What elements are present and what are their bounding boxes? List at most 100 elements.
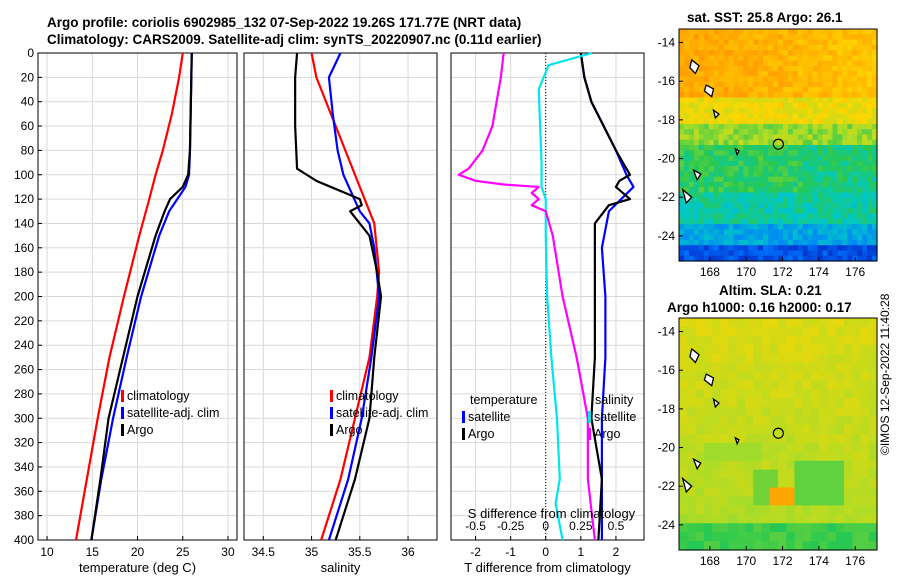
sla_map-cell — [695, 389, 705, 399]
sla_map-cell — [769, 353, 779, 364]
sla_map-cell — [852, 318, 862, 328]
sst_map-cell — [867, 29, 873, 35]
sst_map-cell — [872, 245, 878, 252]
sst_map-cell — [792, 55, 799, 62]
sst_map-cell — [778, 81, 784, 88]
sst_map-cell — [872, 192, 878, 199]
sst_map-cell — [792, 155, 799, 162]
sst_map-cell — [837, 218, 843, 225]
sst_map-cell — [703, 218, 710, 225]
sla_map-cell — [703, 389, 713, 399]
sla_map-cell — [728, 532, 738, 542]
sla_map-cell — [868, 318, 878, 328]
sla_map-cell — [778, 398, 787, 408]
sst_map-cell — [753, 60, 759, 67]
sla_map-cell — [753, 407, 763, 417]
sst_map-cell — [857, 44, 863, 51]
sst_map-cell — [748, 176, 754, 183]
sla_map-cell — [860, 505, 870, 515]
sst_map-cell — [683, 239, 690, 246]
sst_map-cell — [758, 213, 764, 220]
salinity-panel — [243, 52, 438, 541]
sst_map-cell — [797, 129, 804, 136]
sst_map-cell — [817, 50, 824, 56]
sst_map-cell — [748, 197, 754, 204]
sst_map-cell — [837, 129, 843, 136]
sst_map-cell — [753, 187, 759, 194]
sst_map-cell — [708, 255, 715, 262]
sst_map-cell — [812, 102, 819, 109]
sst_map-cell — [688, 123, 695, 130]
sst_map-cell — [773, 218, 779, 225]
sst_map-cell — [718, 29, 725, 35]
sst_map-cell — [718, 102, 725, 109]
sst_map-cell — [703, 171, 710, 178]
differences-legend-left-item-swatch — [462, 411, 465, 423]
sla_map-cell — [860, 496, 870, 506]
sst_map-cell — [862, 113, 868, 120]
sst_map-cell — [773, 150, 779, 157]
sla_map-cell — [761, 425, 771, 435]
sst_map-cell — [787, 229, 794, 236]
sst_map-cell — [778, 123, 784, 130]
temperature-y-tick-label: 160 — [14, 241, 34, 255]
sla_map-cell — [778, 407, 787, 417]
temperature-legend-item-swatch — [121, 390, 124, 402]
sst_map-cell — [787, 250, 794, 257]
sst_map-cell — [683, 81, 690, 88]
sst_map-cell — [832, 87, 838, 93]
sst_map-cell — [763, 192, 769, 199]
sst_map-cell — [703, 208, 710, 215]
sla_map-cell — [695, 505, 705, 515]
sla_map-cell — [794, 442, 804, 453]
sst_map-cell — [847, 113, 853, 120]
sla_map-cell — [769, 389, 779, 399]
sst_map-cell — [723, 145, 730, 151]
sst_map-cell — [852, 239, 858, 246]
sst_map-cell — [688, 39, 695, 46]
sst_map-cell — [782, 218, 789, 225]
sst_map-cell — [748, 208, 754, 215]
sst_map-cell — [787, 234, 794, 241]
sla_map-cell — [720, 478, 730, 489]
sla_map-cell — [728, 460, 738, 471]
sst_map-cell — [753, 118, 759, 125]
sla_map-cell — [720, 514, 730, 524]
sst_map-cell — [797, 181, 804, 188]
sst_map-cell — [852, 102, 858, 109]
sla_map-cell — [720, 344, 730, 355]
sst_map-cell — [792, 97, 799, 104]
sst_map-cell — [738, 92, 744, 99]
sst_map-cell — [748, 123, 754, 130]
sla_map-cell — [786, 326, 796, 337]
sst_map-cell — [852, 171, 858, 178]
sla_map-cell — [802, 451, 812, 462]
sst_map-cell — [753, 129, 759, 136]
sst_map-cell — [733, 113, 739, 120]
sst_map-cell — [753, 160, 759, 167]
sla_map-cell — [794, 398, 804, 408]
sst_map-cell — [738, 171, 744, 178]
sst_map-cell — [782, 181, 789, 188]
sst_map-cell — [733, 229, 739, 236]
sst_map-cell — [787, 71, 794, 78]
sst_map-cell — [688, 92, 695, 99]
sst_map-cell — [763, 245, 769, 252]
sla_map-cell — [761, 389, 771, 399]
sst_map-cell — [832, 108, 838, 114]
sst_map-cell — [688, 29, 695, 35]
sst_map-cell — [703, 65, 710, 72]
sla_map-cell — [786, 389, 796, 399]
sst_map-cell — [723, 129, 730, 136]
sst_map-cell — [743, 134, 749, 141]
sst_map-cell — [837, 44, 843, 51]
sst_map-cell — [862, 229, 868, 236]
sla_map-cell — [868, 407, 878, 417]
sst_map-cell — [778, 50, 784, 56]
sst_map-cell — [698, 213, 705, 220]
sst_map-cell — [792, 92, 799, 99]
sst_map-cell — [738, 118, 744, 125]
sla_map-cell — [703, 460, 713, 471]
sst_map-cell — [679, 255, 685, 262]
sst_map-cell — [812, 239, 819, 246]
